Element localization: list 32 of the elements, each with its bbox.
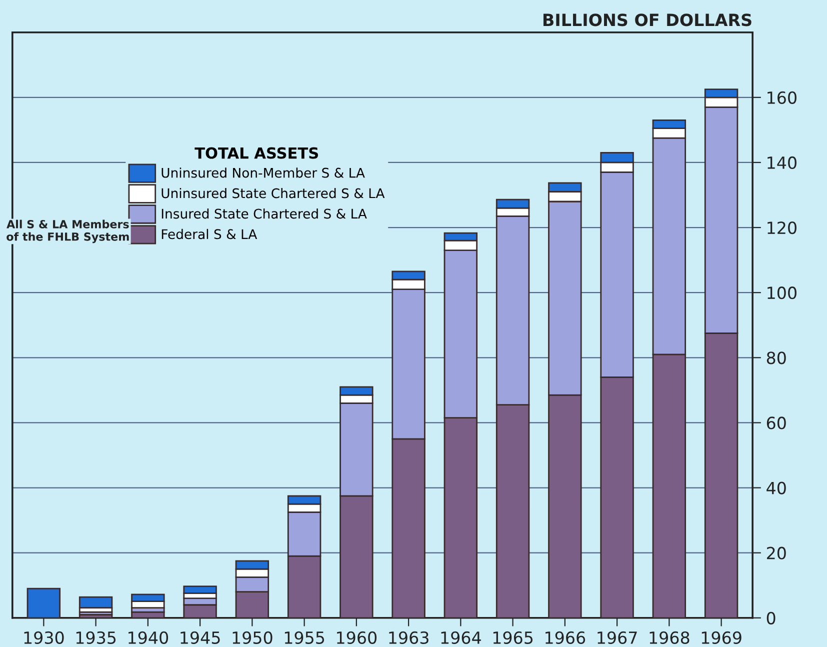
legend-label: Uninsured State Chartered S & LA (162, 188, 385, 198)
bar (78, 596, 113, 608)
x-tick-label: 1964 (441, 631, 481, 644)
x-tick-label: 1968 (650, 631, 690, 644)
legend-label: Uninsured Non-Member S & LA (162, 168, 365, 178)
y-tick-label: 40 (766, 482, 786, 494)
legend-label: Federal S & LA (162, 228, 258, 240)
y-tick-label: 120 (768, 221, 796, 234)
y-axis-title: BILLIONS OF DOLLARS (544, 14, 752, 26)
x-tick-label: 1965 (493, 631, 533, 644)
annotation: All S & LA Members of the FHLB System (6, 220, 129, 244)
x-tick-label: 1940 (128, 631, 168, 644)
x-tick-label: 1955 (284, 631, 324, 644)
y-tick-label: 60 (766, 416, 786, 430)
x-tick-label: 1969 (702, 631, 742, 644)
x-tick-label: 1966 (546, 631, 586, 644)
y-tick-label: 140 (768, 156, 796, 170)
y-tick-label: 0 (766, 612, 776, 624)
x-tick-label: 1950 (232, 631, 272, 644)
x-tick-label: 1930 (24, 631, 64, 644)
legend-title: TOTAL ASSETS (194, 147, 318, 159)
y-tick-label: 100 (768, 286, 796, 300)
x-tick-label: 1935 (76, 631, 116, 644)
legend-label: Insured State Chartered S & LA (162, 208, 367, 219)
x-tick-label: 1963 (389, 631, 428, 644)
x-tick-label: 1945 (180, 631, 220, 644)
y-tick-label: 80 (766, 352, 786, 364)
bar (26, 588, 61, 618)
y-tick-label: 160 (768, 91, 796, 104)
x-tick-label: 1960 (337, 631, 377, 644)
y-tick-label: 20 (766, 546, 786, 560)
x-tick-label: 1967 (598, 631, 637, 644)
